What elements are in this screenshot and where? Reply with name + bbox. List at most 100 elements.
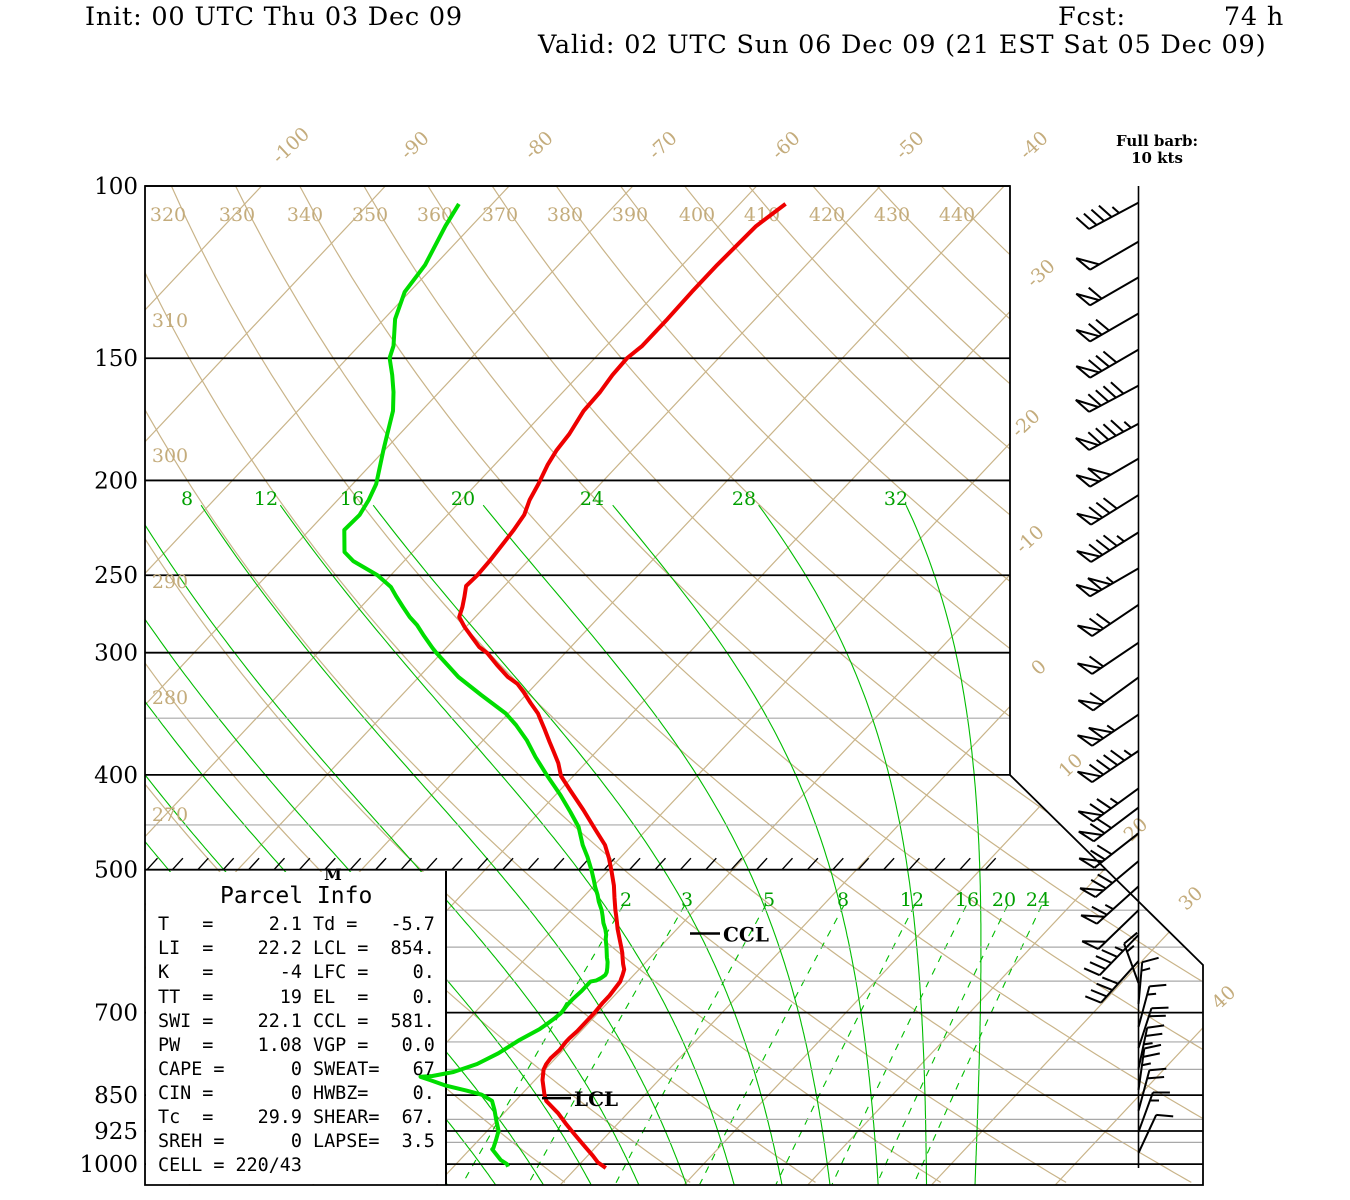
parcel-row-swi: SWI = 22.1 CCL = 581. <box>158 1011 435 1032</box>
parcel-row-tc: Tc = 29.9 SHEAR= 67. <box>158 1107 435 1128</box>
pressure-tick-label: 1000 <box>79 1152 138 1178</box>
dry-adiabat-line <box>555 186 1203 1183</box>
dry-adiabat-label: 410 <box>744 204 780 226</box>
parcel-row-t: T = 2.1 Td = -5.7 <box>158 914 435 935</box>
pressure-tick-label: 250 <box>94 563 138 589</box>
dry-adiabat-label: 270 <box>152 804 188 826</box>
mixing-ratio-label: 24 <box>1026 889 1050 911</box>
wind-barb <box>1137 983 1167 1028</box>
dry-adiabat-line <box>363 186 1203 1183</box>
mixing-ratio-line <box>913 905 1043 1185</box>
dewpoint-curve <box>342 202 610 1168</box>
isotherm-tick-label: -100 <box>268 123 314 168</box>
mixing-ratio-label: 8 <box>837 889 849 911</box>
dry-adiabat-labels: 320 330 340 350 360 370 380 390 400 410 420 430 440 3… <box>150 204 975 826</box>
ccl-marker-label: CCL <box>723 922 769 946</box>
moist-adiabat-line <box>612 504 879 1185</box>
mixing-ratio-label: 5 <box>763 889 775 911</box>
dry-adiabat-line <box>145 186 942 1183</box>
wind-barb <box>1077 713 1140 747</box>
dry-adiabat-label: 330 <box>219 204 255 226</box>
valid-time-label: Valid: 02 UTC Sun 06 Dec 09 (21 EST Sat … <box>538 30 1267 60</box>
wind-barb <box>1075 567 1140 598</box>
level-markers: CCL LCL M <box>324 865 769 1111</box>
wind-barb <box>1075 457 1140 488</box>
moist-adiabat-label: 32 <box>884 488 908 510</box>
mixing-ratio-label: 20 <box>992 889 1016 911</box>
isotherm-line <box>930 186 1203 1185</box>
isotherm-tick-label: 30 <box>1175 882 1208 915</box>
dry-adiabat-line <box>620 186 1203 1183</box>
isotherm-tick-label: -50 <box>891 127 928 164</box>
pressure-tick-label: 400 <box>94 763 138 789</box>
parcel-info-panel: Parcel Info T = 2.1 Td = -5.7 LI = 22.2 … <box>146 872 445 1184</box>
wind-barb <box>1081 909 1140 950</box>
isotherm-line <box>145 186 881 1185</box>
pressure-tick-label: 850 <box>94 1083 138 1109</box>
isotherm-tick-label: -20 <box>1007 405 1044 442</box>
wind-barb <box>1077 676 1140 712</box>
dry-adiabat-label: 440 <box>939 204 975 226</box>
wind-barb-legend-line2: 10 kts <box>1131 149 1183 167</box>
wind-barbs <box>1075 201 1174 1154</box>
dry-adiabat-line <box>170 186 1192 1183</box>
dry-adiabat-label: 350 <box>352 204 388 226</box>
wind-barb <box>1075 419 1139 451</box>
wind-barb <box>1077 749 1140 784</box>
isotherm-line <box>559 186 1203 1185</box>
parcel-row-pw: PW = 1.08 VGP = 0.0 <box>158 1035 435 1056</box>
dry-adiabat-label: 380 <box>547 204 583 226</box>
mixing-ratio-line <box>775 905 915 1185</box>
dry-adiabat-line <box>145 186 1067 1183</box>
isotherm-tick-label: 0 <box>1027 655 1051 679</box>
moist-adiabat-line <box>758 504 928 1185</box>
mixing-ratio-line <box>699 905 845 1185</box>
isotherm-line <box>145 186 758 1185</box>
dry-adiabat-label: 300 <box>152 445 188 467</box>
isotherm-tick-label: 40 <box>1208 981 1241 1014</box>
moist-adiabat-label: 8 <box>181 488 193 510</box>
lcl-marker-label: LCL <box>574 1087 618 1111</box>
wind-barb <box>1077 787 1140 823</box>
moisture-labels: 8 12 16 20 24 28 32 2 3 5 8 12 16 20 24 <box>181 488 1050 911</box>
forecast-hour-label: Fcst: 74 h <box>1058 2 1285 32</box>
moist-adiabat-label: 20 <box>451 488 475 510</box>
parcel-row-k: K = -4 LFC = 0. <box>158 962 435 983</box>
moist-adiabat-label: 24 <box>580 488 604 510</box>
dry-adiabat-label: 360 <box>417 204 453 226</box>
wind-barb <box>1077 641 1140 675</box>
wind-barb <box>1075 381 1139 413</box>
mixing-ratio-label: 3 <box>681 889 693 911</box>
isotherm-tick-label: -10 <box>1011 521 1048 558</box>
dry-adiabat-label: 280 <box>152 687 188 709</box>
mixing-ratio-line <box>527 905 685 1185</box>
moist-adiabat-label: 12 <box>254 488 278 510</box>
wind-barb <box>1079 860 1140 898</box>
dry-adiabat-label: 400 <box>679 204 715 226</box>
isotherm-line <box>145 186 386 1185</box>
dry-adiabat-line <box>684 186 1203 1183</box>
plot-border <box>144 185 1204 1186</box>
dry-adiabat-label: 420 <box>809 204 845 226</box>
dry-adiabat-label: 340 <box>287 204 323 226</box>
parcel-row-cell: CELL = 220/43 <box>158 1155 302 1176</box>
isotherm-tick-label: 10 <box>1055 749 1088 782</box>
wind-barb <box>1123 931 1140 984</box>
wind-barb-legend-line1: Full barb: <box>1115 132 1199 150</box>
wind-barb <box>1137 1043 1162 1091</box>
wind-barb <box>1078 806 1140 843</box>
pressure-tick-label: 150 <box>94 346 138 372</box>
dry-adiabat-line <box>145 186 816 1183</box>
wind-barb <box>1137 1113 1174 1154</box>
temperature-curve <box>457 202 787 1170</box>
parcel-row-sreh: SREH = 0 LAPSE= 3.5 <box>158 1131 435 1152</box>
isotherm-line <box>807 186 1203 1185</box>
mixing-ratio-label: 2 <box>620 889 632 911</box>
wind-barb <box>1137 956 1159 1005</box>
parcel-row-cin: CIN = 0 HWBZ= 0. <box>158 1083 435 1104</box>
wind-barb <box>1083 934 1140 977</box>
wind-barb-legend: Full barb: 10 kts <box>1092 133 1222 167</box>
pressure-tick-label: 200 <box>94 468 138 494</box>
mixing-ratio-line <box>614 905 766 1185</box>
dry-adiabat-line <box>427 186 1203 1183</box>
